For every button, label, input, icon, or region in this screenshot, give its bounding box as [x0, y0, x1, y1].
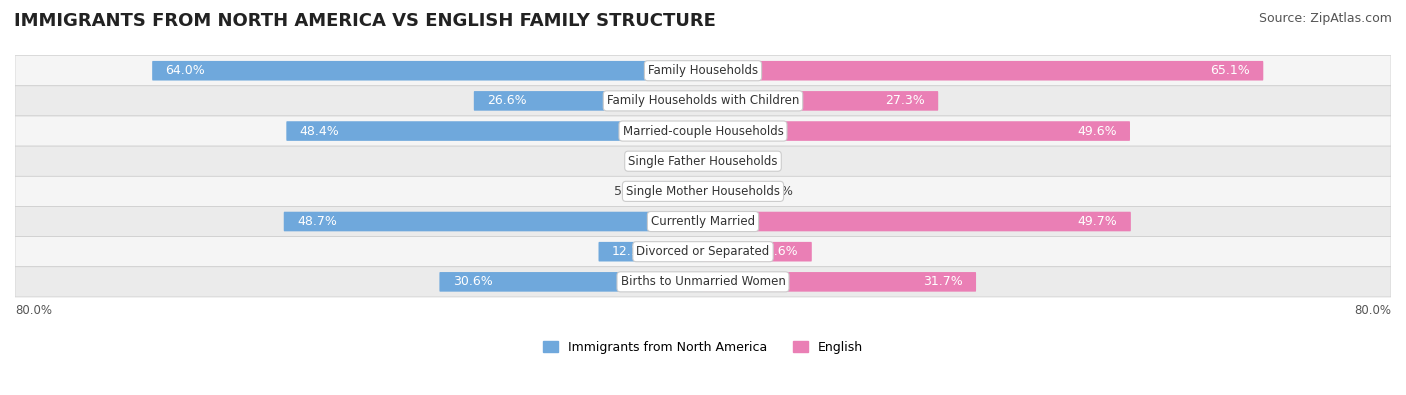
FancyBboxPatch shape: [15, 237, 1391, 267]
FancyBboxPatch shape: [440, 272, 703, 292]
FancyBboxPatch shape: [654, 182, 703, 201]
Text: 31.7%: 31.7%: [922, 275, 963, 288]
FancyBboxPatch shape: [703, 182, 754, 201]
Text: 27.3%: 27.3%: [886, 94, 925, 107]
Text: 65.1%: 65.1%: [1211, 64, 1250, 77]
Text: Single Father Households: Single Father Households: [628, 155, 778, 168]
Legend: Immigrants from North America, English: Immigrants from North America, English: [538, 336, 868, 359]
Text: Divorced or Separated: Divorced or Separated: [637, 245, 769, 258]
Text: 49.7%: 49.7%: [1078, 215, 1118, 228]
Text: Currently Married: Currently Married: [651, 215, 755, 228]
FancyBboxPatch shape: [703, 242, 811, 261]
FancyBboxPatch shape: [683, 151, 703, 171]
FancyBboxPatch shape: [284, 212, 703, 231]
FancyBboxPatch shape: [703, 272, 976, 292]
Text: 12.6%: 12.6%: [759, 245, 799, 258]
Text: 80.0%: 80.0%: [1354, 305, 1391, 318]
Text: Source: ZipAtlas.com: Source: ZipAtlas.com: [1258, 12, 1392, 25]
Text: 49.6%: 49.6%: [1077, 124, 1116, 137]
Text: Single Mother Households: Single Mother Households: [626, 185, 780, 198]
Text: 5.8%: 5.8%: [762, 185, 793, 198]
Text: 2.3%: 2.3%: [731, 155, 763, 168]
FancyBboxPatch shape: [703, 91, 938, 111]
FancyBboxPatch shape: [287, 121, 703, 141]
Text: 5.6%: 5.6%: [614, 185, 647, 198]
Text: 48.4%: 48.4%: [299, 124, 339, 137]
FancyBboxPatch shape: [703, 212, 1130, 231]
Text: Married-couple Households: Married-couple Households: [623, 124, 783, 137]
FancyBboxPatch shape: [703, 151, 723, 171]
FancyBboxPatch shape: [15, 86, 1391, 116]
Text: Family Households with Children: Family Households with Children: [607, 94, 799, 107]
FancyBboxPatch shape: [15, 176, 1391, 207]
Text: Family Households: Family Households: [648, 64, 758, 77]
Text: Births to Unmarried Women: Births to Unmarried Women: [620, 275, 786, 288]
FancyBboxPatch shape: [703, 61, 1263, 81]
FancyBboxPatch shape: [152, 61, 703, 81]
Text: 26.6%: 26.6%: [486, 94, 527, 107]
Text: 12.1%: 12.1%: [612, 245, 651, 258]
FancyBboxPatch shape: [474, 91, 703, 111]
FancyBboxPatch shape: [15, 207, 1391, 237]
Text: 2.2%: 2.2%: [644, 155, 675, 168]
Text: IMMIGRANTS FROM NORTH AMERICA VS ENGLISH FAMILY STRUCTURE: IMMIGRANTS FROM NORTH AMERICA VS ENGLISH…: [14, 12, 716, 30]
FancyBboxPatch shape: [15, 116, 1391, 146]
FancyBboxPatch shape: [599, 242, 703, 261]
FancyBboxPatch shape: [15, 56, 1391, 86]
FancyBboxPatch shape: [703, 121, 1130, 141]
Text: 80.0%: 80.0%: [15, 305, 52, 318]
Text: 30.6%: 30.6%: [453, 275, 492, 288]
FancyBboxPatch shape: [15, 146, 1391, 176]
FancyBboxPatch shape: [15, 267, 1391, 297]
Text: 48.7%: 48.7%: [297, 215, 337, 228]
Text: 64.0%: 64.0%: [166, 64, 205, 77]
